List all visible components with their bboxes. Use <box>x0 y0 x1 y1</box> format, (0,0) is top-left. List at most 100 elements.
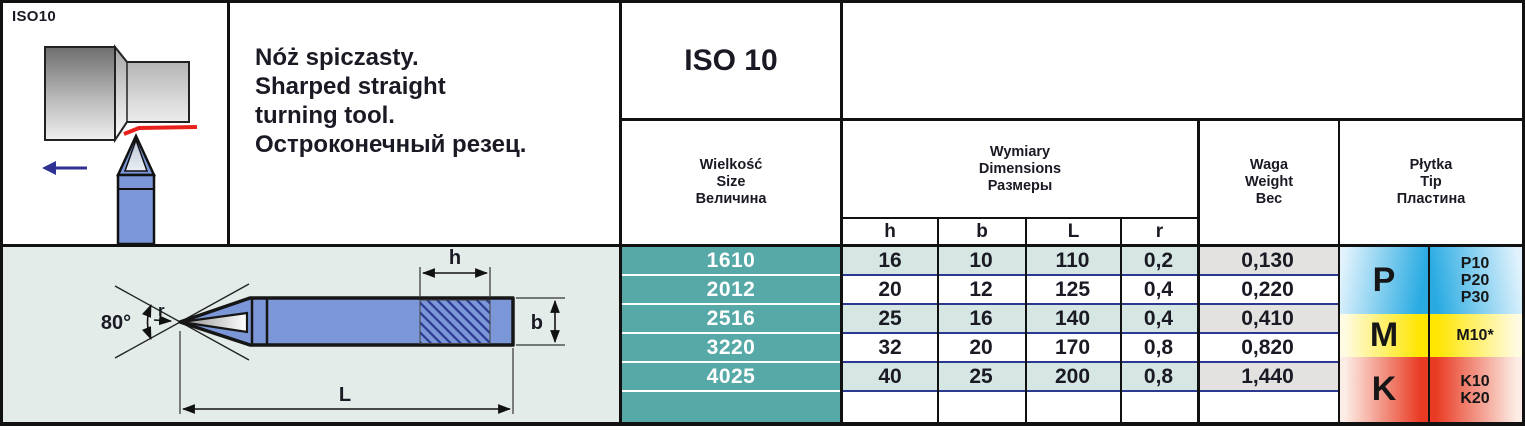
grid-line <box>937 217 939 426</box>
size-cell: 1610 <box>622 247 840 276</box>
cell-h: 32 <box>878 335 902 359</box>
table-row: 40 25 200 0,8 1,440 <box>843 363 1338 392</box>
grid-line <box>227 0 230 247</box>
grid-line <box>1522 0 1525 426</box>
grid-line <box>0 0 3 426</box>
grid-line <box>1120 217 1122 426</box>
tip-group-grades: K10 K20 <box>1428 357 1522 422</box>
cell-h: 40 <box>843 363 937 390</box>
feed-arrow-head <box>42 161 56 175</box>
cell-b: 12 <box>969 277 993 301</box>
cell-h: 16 <box>843 247 937 274</box>
tool-shank <box>116 173 156 246</box>
cell-weight: 1,440 <box>1197 363 1338 390</box>
column-header-L: L <box>1067 220 1080 242</box>
title-line-ru: Остроконечный резец. <box>255 131 527 158</box>
cell-weight: 0,410 <box>1197 305 1338 332</box>
iso-code: ISO 10 <box>684 43 778 77</box>
title-line-en-2: turning tool. <box>255 102 395 129</box>
title-line-en-1: Sharped straight <box>255 73 446 100</box>
grid-line <box>619 118 1525 121</box>
tip-group-letter: P <box>1340 247 1428 314</box>
table-row: 20 12 125 0,4 0,220 <box>843 276 1338 305</box>
insert-tip <box>180 311 249 334</box>
b-dimension-label: b <box>531 312 543 334</box>
h-dimension-label: h <box>449 247 461 269</box>
cell-L: 200 <box>1025 363 1120 390</box>
cell-b: 25 <box>937 363 1025 390</box>
workpiece-large-diameter <box>44 46 116 141</box>
table-row-empty <box>843 392 1338 422</box>
technical-drawing-cell: h b L 80° r <box>3 247 619 422</box>
tool-insert <box>123 137 149 172</box>
table-row: 32 20 170 0,8 0,820 <box>843 334 1338 363</box>
tip-header: Płytka Tip Пластина <box>1396 157 1466 207</box>
column-header-h: h <box>884 220 896 242</box>
technical-drawing: h b L 80° r <box>101 247 565 414</box>
grid-line <box>0 244 1525 247</box>
weight-header: Waga Weight Вес <box>1244 157 1294 207</box>
cell-weight <box>1197 392 1338 422</box>
L-dimension-label: L <box>339 384 351 406</box>
table-row: 25 16 140 0,4 0,410 <box>843 305 1338 334</box>
corner-label: ISO10 <box>12 8 57 25</box>
cell-L: 140 <box>1025 305 1120 332</box>
cell-r: 0,4 <box>1120 305 1197 332</box>
tip-group-grades: M10* <box>1428 314 1522 357</box>
grid-line <box>1338 118 1340 426</box>
tool-orientation-drawing <box>42 44 198 246</box>
cell-b: 16 <box>937 305 1025 332</box>
grid-line <box>0 0 1525 3</box>
tip-row-m: M M10* <box>1340 314 1522 357</box>
cell-r: 0,8 <box>1143 335 1174 359</box>
cell-r <box>1120 392 1197 422</box>
cell-h: 20 <box>878 277 902 301</box>
grid-line <box>1197 118 1200 426</box>
cell-r: 0,8 <box>1120 363 1197 390</box>
size-column: 1610 2012 2516 3220 4025 <box>622 247 840 422</box>
size-cell-empty <box>622 392 840 422</box>
size-cell: 2012 <box>622 276 840 305</box>
column-header-r: r <box>1155 220 1164 242</box>
cell-h <box>843 392 937 422</box>
tip-group-letter: K <box>1340 357 1428 422</box>
table-row: 16 10 110 0,2 0,130 <box>843 247 1338 276</box>
top-empty-cell <box>843 3 1522 118</box>
cut-line <box>123 125 198 136</box>
grid-line <box>840 217 1197 219</box>
grid-line <box>0 422 1525 426</box>
tip-row-k: K K10 K20 <box>1340 357 1522 422</box>
title-line-pl: Nóż spiczasty. <box>255 44 419 71</box>
angle-label: 80° <box>101 312 131 334</box>
cell-b: 10 <box>937 247 1025 274</box>
angle-arc <box>141 303 152 341</box>
grid-line <box>619 0 622 426</box>
cell-b: 20 <box>969 335 993 359</box>
tip-row-p: P P10 P20 P30 <box>1340 247 1522 314</box>
cell-weight: 0,220 <box>1241 277 1294 301</box>
cell-weight: 0,130 <box>1197 247 1338 274</box>
size-cell: 3220 <box>622 334 840 363</box>
cell-L <box>1025 392 1120 422</box>
dimensions-table-body: 16 10 110 0,2 0,130 20 12 125 0,4 0,220 … <box>843 247 1338 422</box>
grid-line <box>1025 217 1027 426</box>
hatched-section <box>419 299 491 344</box>
tip-grade-section: P P10 P20 P30 M M10* K K10 K20 <box>1340 247 1522 422</box>
grid-line <box>1428 247 1430 422</box>
size-header: Wielkość Size Величина <box>695 157 767 207</box>
size-cell: 4025 <box>622 363 840 392</box>
cell-L: 125 <box>1054 277 1091 301</box>
size-cell: 2516 <box>622 305 840 334</box>
iso-code-cell: ISO 10 <box>622 3 840 118</box>
grid-line <box>840 0 843 426</box>
tool-orientation-cell: ISO10 <box>3 3 227 246</box>
cell-h: 25 <box>843 305 937 332</box>
cell-r: 0,4 <box>1143 277 1174 301</box>
tip-group-grades: P10 P20 P30 <box>1428 247 1522 314</box>
cell-L: 170 <box>1054 335 1091 359</box>
cell-r: 0,2 <box>1120 247 1197 274</box>
column-header-b: b <box>976 220 988 242</box>
cell-b <box>937 392 1025 422</box>
title-cell: Nóż spiczasty. Sharped straight turning … <box>230 3 619 244</box>
